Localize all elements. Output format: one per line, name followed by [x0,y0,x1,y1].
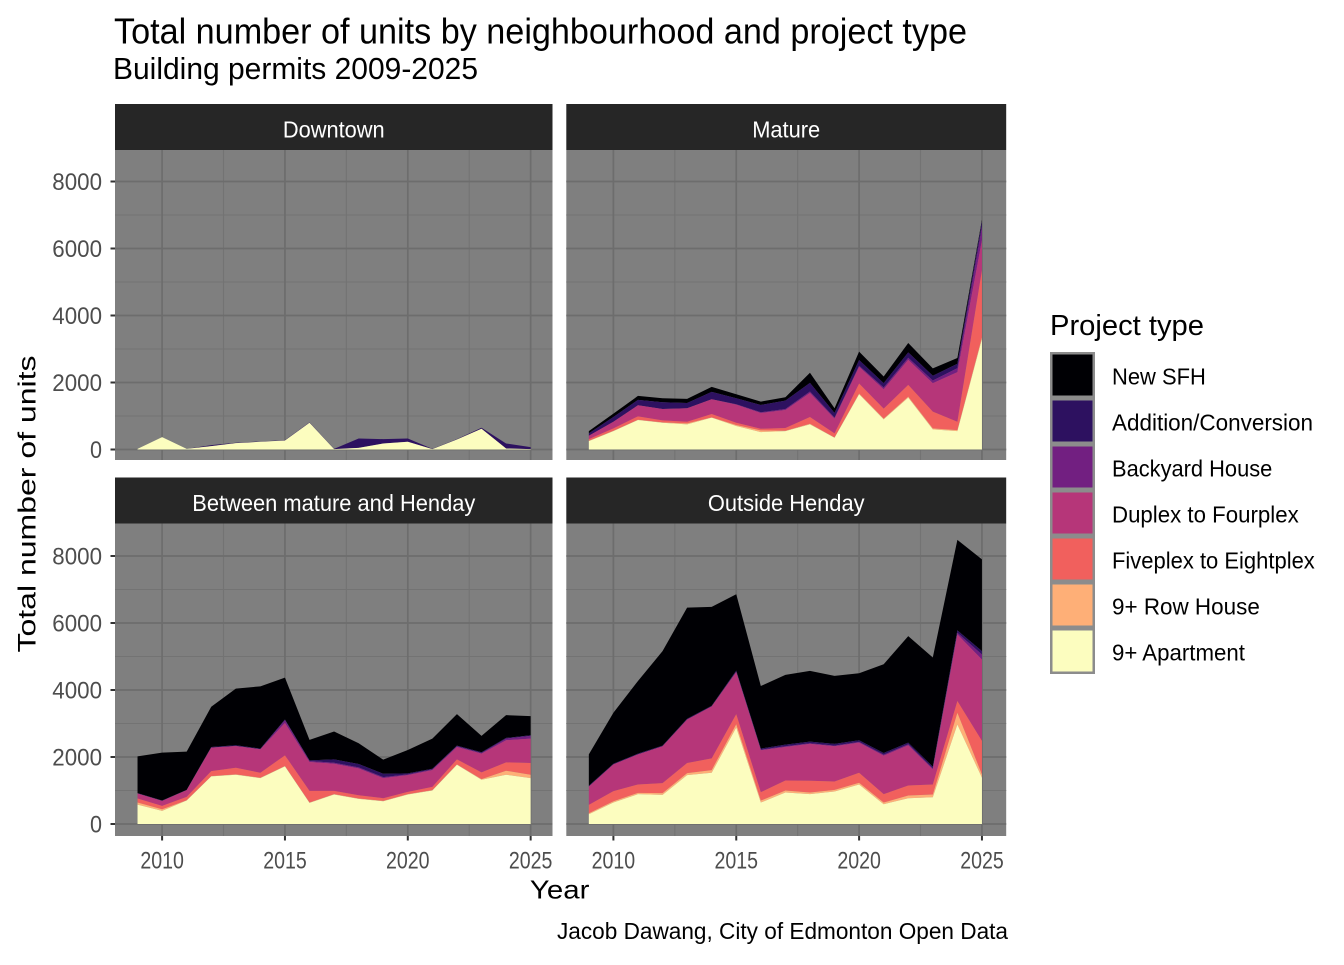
svg-text:2020: 2020 [837,848,881,875]
svg-text:4000: 4000 [52,303,102,330]
svg-text:0: 0 [90,811,102,838]
svg-text:Duplex to Fourplex: Duplex to Fourplex [1112,502,1299,528]
svg-text:Downtown: Downtown [283,117,385,143]
svg-text:2010: 2010 [140,848,184,875]
svg-text:9+ Apartment: 9+ Apartment [1112,640,1245,666]
svg-text:6000: 6000 [52,610,102,637]
svg-text:2000: 2000 [52,744,102,771]
svg-text:Between mature and Henday: Between mature and Henday [192,490,475,516]
svg-text:0: 0 [90,437,102,464]
svg-text:New SFH: New SFH [1112,364,1206,390]
svg-text:Backyard House: Backyard House [1112,456,1272,482]
svg-text:2000: 2000 [52,370,102,397]
svg-text:8000: 8000 [52,169,102,196]
svg-text:2015: 2015 [263,848,307,875]
svg-text:2020: 2020 [386,848,430,875]
svg-text:8000: 8000 [52,543,102,570]
svg-text:Fiveplex to Eightplex: Fiveplex to Eightplex [1112,548,1315,574]
svg-text:Total number of units by neigh: Total number of units by neighbourhood a… [114,11,967,52]
svg-text:Jacob Dawang, City of Edmonton: Jacob Dawang, City of Edmonton Open Data [557,918,1008,944]
svg-text:2025: 2025 [509,848,553,875]
svg-text:9+ Row House: 9+ Row House [1112,594,1260,620]
svg-text:Mature: Mature [752,117,820,143]
svg-text:6000: 6000 [52,236,102,263]
svg-text:2010: 2010 [592,848,636,875]
svg-text:Outside Henday: Outside Henday [708,490,865,516]
svg-text:2025: 2025 [960,848,1004,875]
svg-text:Building permits 2009-2025: Building permits 2009-2025 [113,51,478,86]
svg-text:Addition/Conversion: Addition/Conversion [1112,410,1313,436]
svg-text:Year: Year [530,874,590,904]
svg-text:2015: 2015 [715,848,759,875]
svg-text:4000: 4000 [52,677,102,704]
svg-text:Project type: Project type [1050,310,1204,342]
svg-text:Total number of units: Total number of units [14,356,42,653]
